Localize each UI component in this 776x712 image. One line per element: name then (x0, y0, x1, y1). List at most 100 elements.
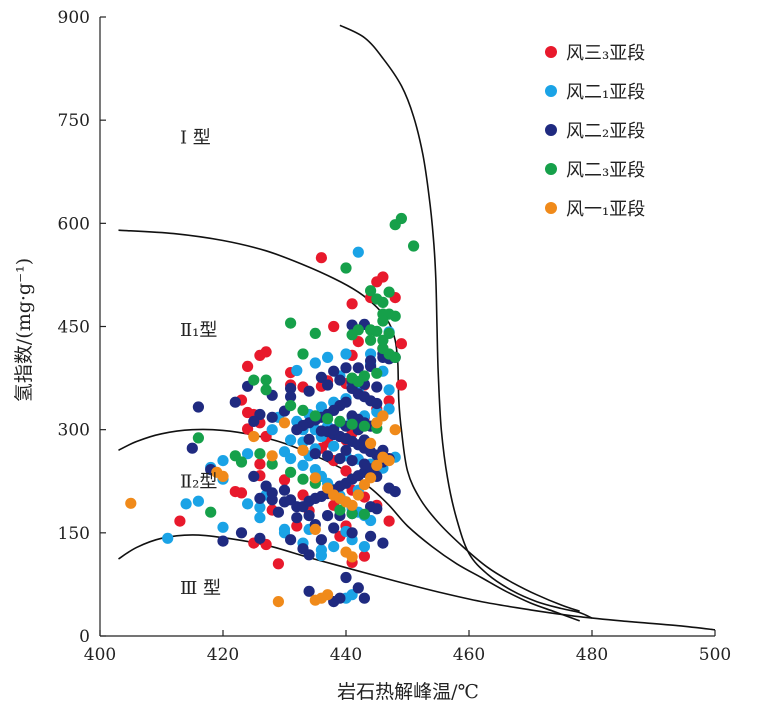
data-point (297, 473, 309, 485)
zone-label: Ⅱ₁型 (180, 320, 217, 341)
data-point (322, 450, 334, 462)
legend-label: 风二₃亚段 (566, 160, 645, 181)
y-tick-label: 900 (58, 8, 90, 28)
data-point (340, 465, 352, 477)
boundary-curve (118, 428, 580, 622)
data-point (192, 432, 204, 444)
y-tick-label: 750 (58, 111, 90, 131)
data-point (309, 357, 321, 369)
y-axis-title: 氢指数/(mg·g⁻¹) (13, 258, 35, 402)
data-point (365, 437, 377, 449)
data-point (260, 374, 272, 386)
data-point (322, 589, 334, 601)
data-point (340, 444, 352, 456)
x-tick-label: 460 (453, 645, 485, 665)
data-point (285, 466, 297, 478)
data-point (383, 395, 395, 407)
data-point (291, 424, 303, 436)
data-point (266, 411, 278, 423)
data-point (217, 521, 229, 533)
data-point (395, 338, 407, 350)
data-point (192, 401, 204, 413)
data-point (371, 503, 383, 515)
data-point (291, 520, 303, 532)
data-point (328, 522, 340, 534)
data-point (285, 391, 297, 403)
data-point (328, 424, 340, 436)
data-point (315, 534, 327, 546)
data-point (322, 379, 334, 391)
data-point (254, 458, 266, 470)
data-point (235, 527, 248, 539)
data-point (377, 410, 389, 422)
data-point (358, 550, 370, 562)
data-point (285, 382, 297, 394)
data-point (297, 444, 309, 456)
legend-marker (545, 46, 557, 58)
data-point (365, 530, 377, 542)
data-point (377, 334, 389, 346)
data-points (125, 212, 420, 608)
data-point (389, 486, 401, 498)
type-zone-labels: Ⅰ 型 Ⅱ₁型 Ⅱ₂型 Ⅲ 型 (180, 127, 221, 598)
data-point (278, 417, 291, 429)
data-point (278, 446, 291, 458)
axes: 400 420 440 460 480 500 0 150 300 450 600 750 900 (58, 8, 732, 665)
y-tick-label: 600 (58, 214, 90, 234)
data-point (315, 371, 327, 383)
data-point (352, 246, 364, 258)
data-point (340, 362, 352, 374)
data-point (285, 400, 297, 412)
data-point (346, 551, 358, 563)
y-tick-label: 150 (58, 524, 90, 544)
y-tick-label: 300 (58, 421, 90, 441)
x-tick-label: 480 (576, 645, 608, 665)
data-point (340, 571, 352, 584)
data-point (266, 450, 278, 462)
data-point (346, 329, 358, 341)
data-point (365, 285, 377, 297)
data-point (229, 396, 241, 408)
data-point (291, 512, 303, 524)
zone-label: Ⅰ 型 (180, 127, 211, 148)
data-point (315, 252, 327, 264)
data-point (371, 459, 383, 471)
data-point (291, 364, 303, 377)
data-point (192, 495, 204, 507)
data-point (395, 379, 407, 391)
data-point (309, 523, 321, 536)
data-point (395, 212, 407, 225)
data-point (365, 355, 377, 367)
data-point (340, 348, 352, 360)
data-point (248, 430, 260, 443)
data-point (371, 367, 383, 379)
data-point (371, 325, 383, 337)
data-point (389, 424, 401, 436)
data-point (266, 424, 278, 436)
data-point (272, 506, 284, 518)
x-tick-label: 440 (330, 645, 362, 665)
zone-label: Ⅲ 型 (180, 578, 221, 599)
data-point (297, 459, 309, 471)
legend-marker (545, 202, 557, 214)
data-point (328, 365, 340, 377)
x-tick-label: 420 (207, 645, 239, 665)
data-point (272, 558, 284, 570)
data-point (297, 404, 309, 416)
data-point (242, 360, 254, 372)
data-point (285, 434, 297, 446)
legend-marker (545, 85, 557, 97)
legend-label: 风二₁亚段 (566, 82, 645, 103)
data-point (383, 384, 395, 396)
data-point (303, 509, 315, 522)
data-point (309, 410, 321, 422)
data-point (315, 425, 327, 437)
data-point (297, 348, 309, 360)
x-tick-label: 400 (84, 645, 116, 665)
data-point (371, 293, 383, 305)
data-point (352, 362, 364, 374)
data-point (365, 472, 377, 484)
data-point (205, 506, 217, 518)
data-point (322, 351, 334, 363)
